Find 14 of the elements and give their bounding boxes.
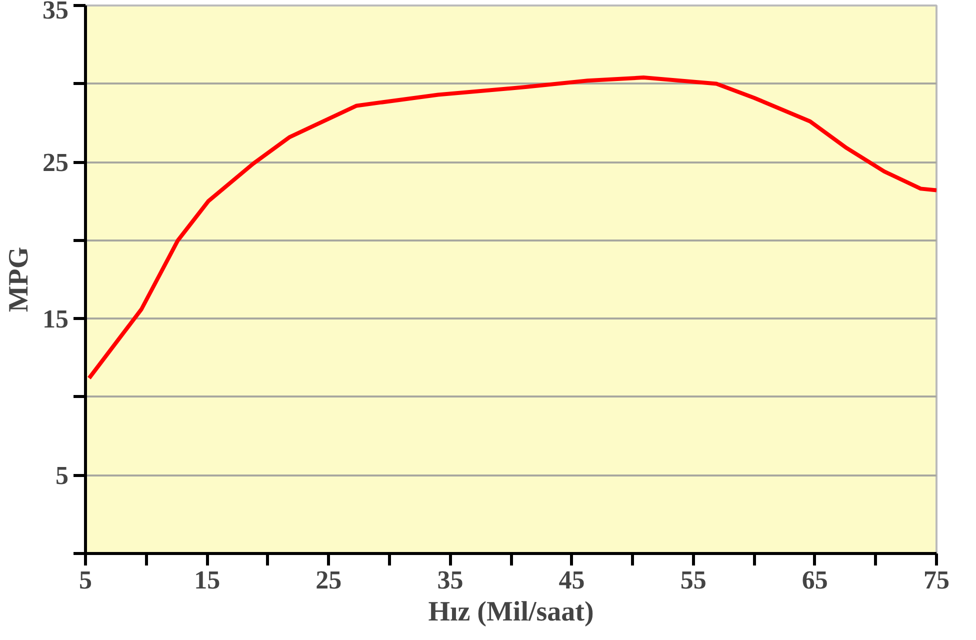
x-tick-label: 75 xyxy=(924,566,950,594)
y-tick-label: 5 xyxy=(56,461,68,490)
x-tick-label: 65 xyxy=(802,566,828,594)
y-tick-label: 35 xyxy=(42,0,68,24)
y-tick-label: 25 xyxy=(42,148,68,178)
x-tick-label: 35 xyxy=(437,566,464,594)
x-tick-label: 15 xyxy=(194,566,220,594)
x-tick-label: 25 xyxy=(316,566,342,594)
x-tick-label: 55 xyxy=(680,566,706,594)
y-tick-label: 15 xyxy=(42,304,68,334)
x-axis-title: Hız (Mil/saat) xyxy=(428,596,594,628)
y-axis-title: MPG xyxy=(4,246,34,312)
x-tick-label: 45 xyxy=(558,566,585,594)
x-tick-label: 5 xyxy=(79,566,92,594)
